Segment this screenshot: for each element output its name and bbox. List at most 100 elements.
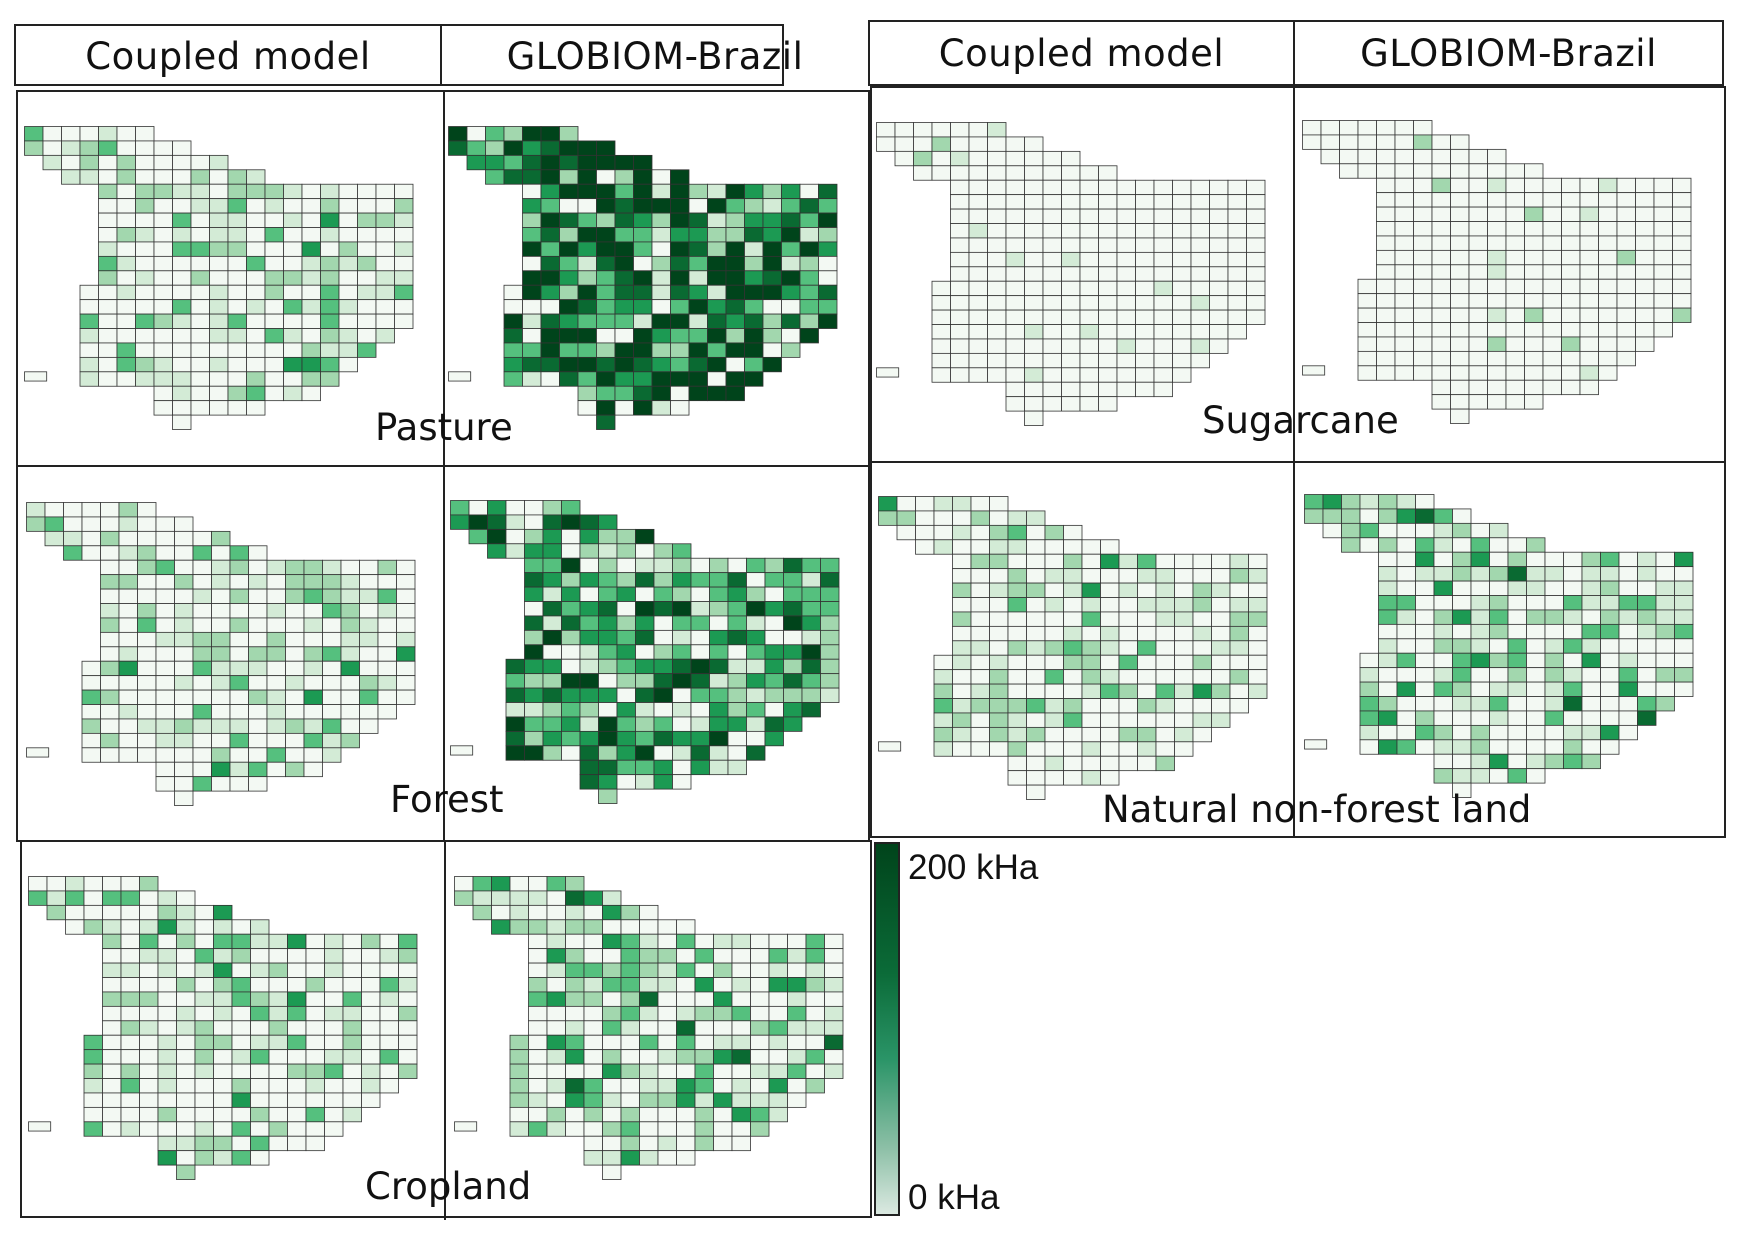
map-cell [396, 660, 416, 677]
map-cell [987, 165, 1007, 181]
map-cell [176, 1078, 196, 1094]
map-cell [565, 933, 585, 950]
map-cell [135, 241, 155, 257]
map-cell [192, 732, 212, 749]
map-cell [1081, 597, 1101, 613]
map-cell [1487, 293, 1507, 309]
map-cell [1044, 539, 1064, 555]
map-cell [1616, 293, 1636, 309]
map-cell [357, 270, 377, 286]
map-cell [324, 948, 344, 964]
map-cell [283, 328, 303, 344]
map-cell [657, 991, 677, 1007]
map-cell [933, 741, 953, 757]
map-cell [172, 371, 192, 387]
map-cell [1081, 698, 1101, 714]
map-cell [1579, 278, 1599, 295]
map-cell [1635, 235, 1655, 251]
map-cell [713, 1092, 733, 1108]
map-cell [1433, 551, 1453, 568]
map-cell [301, 227, 321, 243]
map-cell [577, 313, 597, 329]
map-cell [639, 977, 659, 993]
map-cell [577, 342, 597, 358]
map-cell [746, 716, 766, 732]
map-cell [639, 1121, 659, 1137]
map-cell [1211, 597, 1231, 613]
map-cell [620, 1005, 640, 1022]
map-cell [1155, 597, 1175, 613]
map-cell [952, 698, 972, 714]
map-cell [396, 631, 416, 648]
map-cell [620, 1049, 640, 1065]
map-cell [565, 991, 585, 1007]
map-cell [616, 528, 636, 545]
map-cell [1061, 381, 1081, 398]
map-cell [713, 1049, 733, 1065]
map-cell [211, 631, 231, 648]
map-cell [248, 761, 268, 778]
map-cell [1579, 365, 1599, 381]
map-cell [1005, 165, 1025, 181]
map-cell [305, 1135, 325, 1152]
panel-label-sugarcane: Sugarcane [1202, 399, 1399, 442]
map-cell [1431, 322, 1451, 338]
map-cell [192, 631, 212, 648]
map-cell [338, 342, 358, 358]
map-cell [1674, 566, 1694, 582]
map-cell [192, 617, 212, 633]
map-cell [565, 1020, 585, 1036]
map-cell [305, 933, 325, 950]
map-cell [1155, 568, 1175, 584]
map-cell [1505, 278, 1525, 295]
map-cell [602, 1049, 622, 1065]
map-cell [524, 615, 544, 631]
map-cell [781, 227, 801, 243]
map-cell [1044, 524, 1064, 541]
map-cell [1581, 595, 1601, 611]
map-cell [1100, 712, 1120, 728]
map-cell [1005, 352, 1025, 369]
map-cell [987, 251, 1007, 268]
map-cell [1079, 223, 1099, 239]
map-cell [1413, 336, 1433, 352]
map-cell [1118, 698, 1138, 714]
map-cell [1598, 264, 1618, 280]
map-cell [264, 356, 284, 373]
map-cell [65, 904, 85, 921]
map-cell [579, 543, 599, 559]
map-cell [1155, 683, 1175, 699]
map-cell [1468, 177, 1488, 194]
map-cell [989, 640, 1009, 656]
map-cell [651, 169, 671, 185]
map-cell [799, 241, 819, 257]
map-cell [1452, 623, 1472, 640]
map-cell [231, 1063, 251, 1079]
map-cell [713, 1135, 733, 1152]
map-cell [135, 356, 155, 373]
map-cell [1116, 352, 1136, 369]
map-cell [1024, 324, 1044, 340]
map-cell [1637, 580, 1657, 596]
map-cell [1415, 739, 1435, 755]
map-cell [213, 962, 233, 978]
map-cell [952, 683, 972, 699]
map-cell [1507, 623, 1527, 640]
map-cell [338, 313, 358, 329]
map-cell [598, 629, 618, 646]
map-cell [1468, 379, 1488, 396]
map-cell [153, 140, 173, 156]
map-cell [762, 299, 782, 315]
map-cell [83, 876, 103, 892]
map-cell [264, 198, 284, 214]
map-cell [320, 212, 340, 228]
map-cell [1653, 177, 1673, 194]
map-cell [1563, 566, 1583, 582]
map-cell [1396, 537, 1416, 553]
map-cell [98, 183, 118, 200]
map-cell [968, 136, 988, 152]
map-cell [1341, 508, 1361, 524]
map-cell [561, 629, 581, 646]
map-cell [1618, 696, 1638, 712]
map-cell [118, 588, 138, 604]
